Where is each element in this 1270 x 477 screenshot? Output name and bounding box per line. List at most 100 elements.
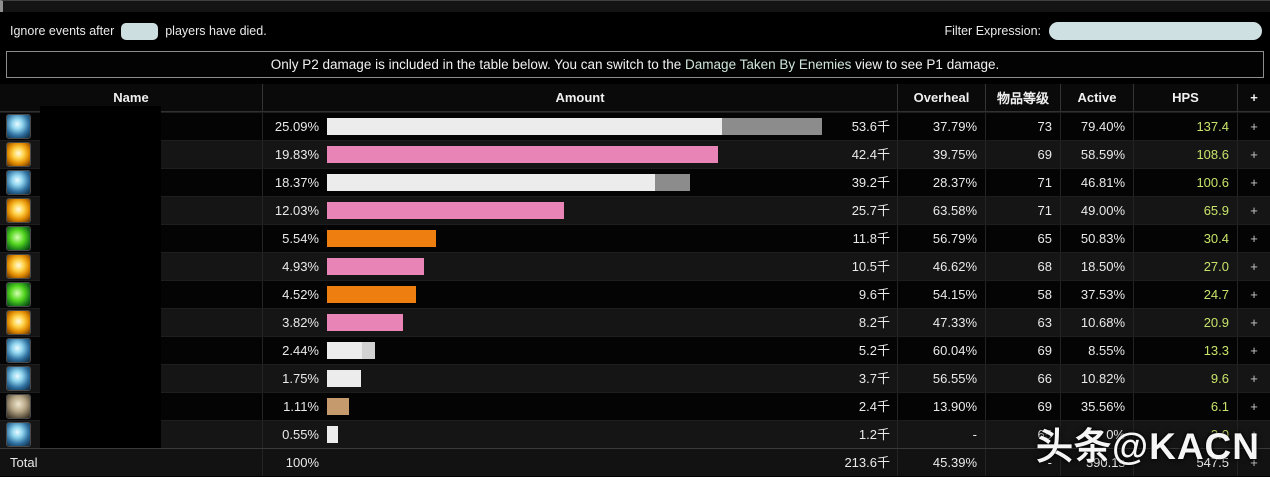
column-header-name[interactable]: Name [113,90,149,105]
amount-value: 3.7千 [858,371,890,386]
table-row[interactable]: 3.82% 8.2千 47.33% 63 10.68% 20.9 + [0,308,1270,336]
itemlevel-value: 73 [985,113,1060,140]
amount-bar-segment [327,370,362,387]
amount-bar-track [327,146,891,163]
panel-top-strip [0,0,1270,12]
table-row[interactable]: 5.54% 11.8千 56.79% 65 50.83% 30.4 + [0,224,1270,252]
column-header-hps[interactable]: HPS [1133,84,1237,111]
druid-spec-icon [6,282,31,307]
phase-notice-banner: Only P2 damage is included in the table … [6,51,1264,78]
expand-row-button[interactable]: + [1237,393,1270,420]
player-name-cell [0,309,262,336]
paladin-spec-icon [6,310,31,335]
amount-bar-track [327,202,891,219]
notice-text-after: view to see P1 damage. [851,57,1000,72]
player-name-cell [0,169,262,196]
hps-value: 24.7 [1133,281,1237,308]
amount-bar-segment [327,258,424,275]
expand-row-button[interactable]: + [1237,253,1270,280]
column-header-amount[interactable]: Amount [262,84,897,111]
expand-row-button[interactable]: + [1237,309,1270,336]
filter-expression-input[interactable] [1049,22,1262,40]
amount-value: 2.4千 [858,399,890,414]
itemlevel-value: 63 [985,309,1060,336]
player-name-cell [0,365,262,392]
amount-bar-track [327,370,891,387]
total-row: Total 100% 213.6千 45.39% - 390.1s 547.5 … [0,448,1270,476]
expand-row-button[interactable]: + [1237,421,1270,448]
amount-cell: 0.55% 1.2千 [262,421,897,448]
expand-row-button[interactable]: + [1237,169,1270,196]
hps-value: 30.4 [1133,225,1237,252]
player-name-cell [0,113,262,140]
amount-cell: 2.44% 5.2千 [262,337,897,364]
amount-bar-track [327,426,891,443]
expand-row-button[interactable]: + [1237,337,1270,364]
column-header-active[interactable]: Active [1060,84,1133,111]
table-row[interactable]: 19.83% 42.4千 39.75% 69 58.59% 108.6 + [0,140,1270,168]
hps-value: 100.6 [1133,169,1237,196]
column-header-overheal[interactable]: Overheal [897,84,985,111]
column-header-itemlevel[interactable]: 物品等级 [985,84,1060,111]
ignore-events-label-prefix: Ignore events after [10,24,115,38]
amount-value: 11.8千 [852,231,890,246]
table-row[interactable]: 12.03% 25.7千 63.58% 71 49.00% 65.9 + [0,196,1270,224]
hps-value: 6.1 [1133,393,1237,420]
expand-row-button[interactable]: + [1237,365,1270,392]
amount-value: 10.5千 [851,259,890,274]
hps-value: 9.6 [1133,365,1237,392]
hps-value: 20.9 [1133,309,1237,336]
amount-cell: 5.54% 11.8千 [262,225,897,252]
amount-bar-segment [327,398,349,415]
amount-cell: 18.37% 39.2千 [262,169,897,196]
hps-value: 27.0 [1133,253,1237,280]
amount-bar-segment [327,118,722,135]
table-row[interactable]: 4.93% 10.5千 46.62% 68 18.50% 27.0 + [0,252,1270,280]
overheal-value: 56.79% [897,225,985,252]
amount-cell: 3.82% 8.2千 [262,309,897,336]
total-amount: 213.6千 [844,455,890,470]
overheal-value: 28.37% [897,169,985,196]
amount-cell: 1.75% 3.7千 [262,365,897,392]
amount-value: 8.2千 [858,315,890,330]
expand-row-button[interactable]: + [1237,225,1270,252]
expand-row-button[interactable]: + [1237,113,1270,140]
total-percent: 100% [285,455,319,470]
player-name-cell [0,141,262,168]
hps-value: 13.3 [1133,337,1237,364]
table-row[interactable]: 18.37% 39.2千 28.37% 71 46.81% 100.6 + [0,168,1270,196]
column-header-expand[interactable]: + [1237,84,1270,111]
overheal-value: 37.79% [897,113,985,140]
healing-table: Name Amount Overheal 物品等级 Active HPS + 2… [0,84,1270,476]
table-row[interactable]: 25.09% 53.6千 37.79% 73 79.40% 137.4 + [0,112,1270,140]
priest-spec-icon [6,114,31,139]
amount-bar-track [327,174,891,191]
amount-bar-segment [327,230,437,247]
table-row[interactable]: 1.75% 3.7千 56.55% 66 10.82% 9.6 + [0,364,1270,392]
itemlevel-value: 58 [985,281,1060,308]
expand-row-button[interactable]: + [1237,197,1270,224]
amount-value: 39.2千 [851,175,890,190]
active-value: 50.83% [1060,225,1133,252]
amount-cell: 25.09% 53.6千 [262,113,897,140]
amount-bar-track [327,118,891,135]
expand-row-button[interactable]: + [1237,281,1270,308]
table-row[interactable]: 1.11% 2.4千 13.90% 69 35.56% 6.1 + [0,392,1270,420]
total-active: 390.1s [1060,449,1133,476]
amount-percent: 5.54% [282,231,319,246]
hps-value: 3.0 [1133,421,1237,448]
hps-value: 108.6 [1133,141,1237,168]
amount-value: 25.7千 [851,203,890,218]
ignore-events-label-suffix: players have died. [165,24,267,38]
active-value: 79.40% [1060,113,1133,140]
amount-percent: 1.75% [282,371,319,386]
table-row[interactable]: 4.52% 9.6千 54.15% 58 37.53% 24.7 + [0,280,1270,308]
total-expand-button[interactable]: + [1237,449,1270,476]
expand-row-button[interactable]: + [1237,141,1270,168]
table-row[interactable]: 2.44% 5.2千 60.04% 69 8.55% 13.3 + [0,336,1270,364]
ignore-deaths-input[interactable] [121,22,159,40]
notice-text-before: Only P2 damage is included in the table … [270,57,686,72]
table-row[interactable]: 0.55% 1.2千 -65 0% 3.0 + [0,420,1270,448]
damage-taken-by-enemies-link[interactable]: Damage Taken By Enemies [685,57,852,72]
amount-bar-segment [327,286,417,303]
